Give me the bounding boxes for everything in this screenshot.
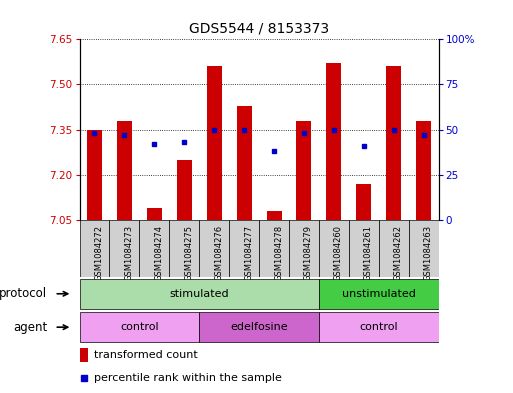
Bar	[80, 348, 89, 362]
Text: GSM1084273: GSM1084273	[124, 225, 133, 281]
Text: GSM1084279: GSM1084279	[304, 225, 313, 281]
Bar	[199, 312, 319, 342]
Bar	[199, 220, 229, 277]
Text: edelfosine: edelfosine	[230, 322, 288, 332]
Text: protocol: protocol	[0, 287, 47, 300]
Bar	[379, 220, 409, 277]
Bar	[259, 220, 289, 277]
Bar	[297, 121, 311, 220]
Bar	[409, 220, 439, 277]
Bar	[267, 211, 282, 220]
Bar	[319, 279, 439, 309]
Bar	[80, 220, 109, 277]
Text: GDS5544 / 8153373: GDS5544 / 8153373	[189, 21, 329, 35]
Bar	[326, 63, 341, 220]
Text: GSM1084277: GSM1084277	[244, 225, 253, 281]
Text: GSM1084261: GSM1084261	[364, 225, 373, 281]
Bar	[87, 130, 102, 220]
Bar	[109, 220, 140, 277]
Text: GSM1084260: GSM1084260	[334, 225, 343, 281]
Bar	[357, 184, 371, 220]
Text: GSM1084278: GSM1084278	[274, 225, 283, 281]
Text: agent: agent	[13, 321, 47, 334]
Text: control: control	[120, 322, 159, 332]
Bar	[80, 279, 319, 309]
Bar	[147, 208, 162, 220]
Bar	[289, 220, 319, 277]
Bar	[229, 220, 259, 277]
Bar	[140, 220, 169, 277]
Text: control: control	[360, 322, 398, 332]
Bar	[319, 312, 439, 342]
Bar	[349, 220, 379, 277]
Bar	[169, 220, 199, 277]
Text: transformed count: transformed count	[94, 350, 198, 360]
Text: GSM1084274: GSM1084274	[154, 225, 163, 281]
Text: GSM1084272: GSM1084272	[94, 225, 104, 281]
Bar	[80, 312, 199, 342]
Text: stimulated: stimulated	[169, 289, 229, 299]
Bar	[416, 121, 431, 220]
Text: GSM1084276: GSM1084276	[214, 225, 223, 281]
Text: unstimulated: unstimulated	[342, 289, 416, 299]
Text: percentile rank within the sample: percentile rank within the sample	[94, 373, 282, 383]
Bar	[236, 106, 251, 220]
Text: GSM1084262: GSM1084262	[394, 225, 403, 281]
Bar	[117, 121, 132, 220]
Bar	[386, 66, 401, 220]
Bar	[207, 66, 222, 220]
Text: GSM1084263: GSM1084263	[424, 225, 432, 281]
Bar	[177, 160, 192, 220]
Bar	[319, 220, 349, 277]
Text: GSM1084275: GSM1084275	[184, 225, 193, 281]
